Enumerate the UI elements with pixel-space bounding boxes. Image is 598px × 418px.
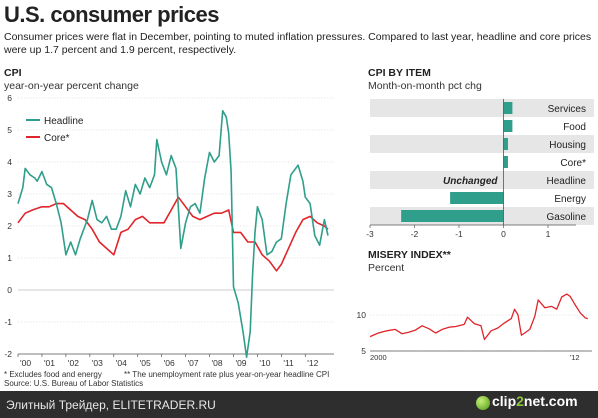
- item-category-label: Gasoline: [547, 212, 587, 223]
- source-note: Source: U.S. Bureau of Labor Statistics: [4, 379, 144, 388]
- item-annotation: Unchanged: [443, 176, 498, 187]
- cpi-by-item-bar-chart: Services Food Housing Core* Headline Energy Ga…: [366, 99, 594, 237]
- cpi-ytick-label: -2: [4, 349, 12, 359]
- cpi-xtick-label: '10: [259, 358, 270, 368]
- cpi-xtick-label: '12: [307, 358, 318, 368]
- cpi-xtick-label: '07: [188, 358, 199, 368]
- item-row-band: [370, 135, 594, 153]
- item-chart-title: CPI BY ITEM: [368, 67, 431, 79]
- misery-xtick-label-start: 2000: [370, 353, 387, 362]
- item-xtick-label: -2: [411, 229, 419, 237]
- item-bar: [503, 120, 513, 132]
- cpi-chart-ylabel: year-on-year percent change: [4, 80, 139, 92]
- item-xtick-label: 0: [501, 229, 506, 237]
- item-category-label: Core*: [560, 158, 586, 169]
- cpi-ytick-label: 0: [7, 285, 12, 295]
- cpi-series-line-headline: [17, 110, 329, 358]
- cpi-ytick-label: 5: [7, 125, 12, 135]
- misery-chart-sub: Percent: [368, 262, 405, 274]
- cpi-legend-label-core: Core*: [44, 133, 70, 144]
- item-bar: [503, 102, 513, 114]
- item-category-label: Services: [548, 104, 586, 115]
- item-category-label: Headline: [547, 176, 587, 187]
- item-category-label: Energy: [554, 194, 586, 205]
- cpi-xtick-label: '02: [68, 358, 79, 368]
- brand-part-a: clip: [492, 393, 517, 409]
- footer-credit: Элитный Трейдер, ELITETRADER.RU: [6, 398, 216, 412]
- item-xtick-label: -1: [455, 229, 463, 237]
- cpi-chart-title: CPI: [4, 67, 22, 79]
- misery-series-line: [369, 293, 588, 341]
- cpi-legend-label-headline: Headline: [44, 116, 84, 127]
- cpi-xtick-label: '06: [164, 358, 175, 368]
- cpi-xtick-label: '04: [116, 358, 127, 368]
- misery-index-line-chart: 5 10 2000 '12: [357, 293, 592, 362]
- cpi-ytick-label: 6: [7, 93, 12, 103]
- cpi-ytick-label: 2: [7, 221, 12, 231]
- item-bar: [450, 192, 504, 204]
- misery-footnote: ** The unemployment rate plus year-on-ye…: [124, 370, 330, 379]
- misery-ytick-label: 10: [357, 310, 367, 320]
- clip2net-logo-icon: [476, 396, 490, 410]
- cpi-xtick-label: '01: [44, 358, 55, 368]
- item-bar: [503, 156, 508, 168]
- cpi-ytick-label: 3: [7, 189, 12, 199]
- cpi-xtick-label: '11: [283, 358, 294, 368]
- footer-bar: Элитный Трейдер, ELITETRADER.RU: [0, 391, 598, 418]
- cpi-xtick-label: '03: [92, 358, 103, 368]
- misery-chart-title: MISERY INDEX**: [368, 249, 451, 261]
- cpi-ytick-label: -1: [4, 317, 12, 327]
- brand-part-b: 2: [516, 393, 524, 409]
- cpi-line-chart: -2 -1 0 1 2 3 4 5 6 '00 '01 '02 '03 '04 '05 '06 '07 '08 '0…: [4, 93, 334, 368]
- item-row-band: [370, 99, 594, 117]
- cpi-xtick-label: '09: [235, 358, 246, 368]
- clip2net-brand[interactable]: clip2net.com: [468, 393, 578, 409]
- item-xtick-label: -3: [366, 229, 374, 237]
- item-xtick-label: 1: [546, 229, 551, 237]
- cpi-ytick-label: 4: [7, 157, 12, 167]
- item-bar: [401, 210, 504, 222]
- core-footnote: * Excludes food and energy: [4, 370, 102, 379]
- misery-ytick-label: 5: [361, 346, 366, 356]
- cpi-xtick-label: '05: [140, 358, 151, 368]
- item-category-label: Housing: [549, 140, 586, 151]
- cpi-ytick-label: 1: [7, 253, 12, 263]
- page-subtitle: Consumer prices were flat in December, p…: [4, 31, 592, 56]
- page-title: U.S. consumer prices: [4, 2, 219, 27]
- item-chart-sub: Month-on-month pct chg: [368, 80, 482, 92]
- misery-xtick-label-end: '12: [570, 353, 580, 362]
- item-bar: [503, 138, 508, 150]
- brand-part-c: net.com: [523, 393, 578, 409]
- cpi-xtick-label: '08: [212, 358, 223, 368]
- item-category-label: Food: [563, 122, 586, 133]
- item-row-band: [370, 171, 594, 189]
- cpi-xtick-label: '00: [20, 358, 31, 368]
